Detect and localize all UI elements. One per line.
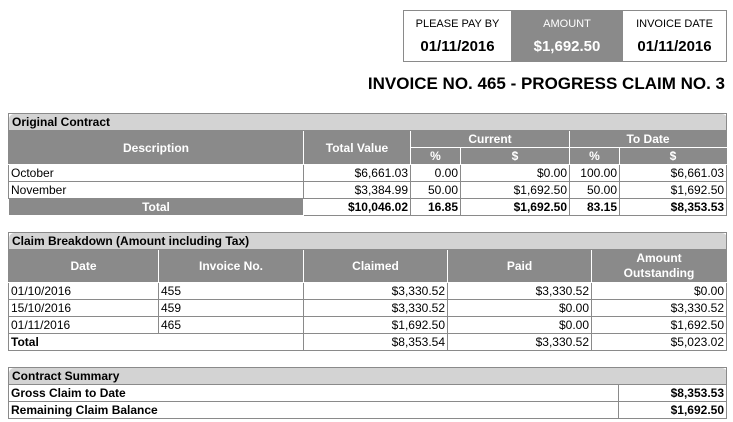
contract-summary-caption: Contract Summary xyxy=(8,367,727,385)
original-contract-caption: Original Contract xyxy=(7,113,728,131)
cell-total-value: $3,384.99 xyxy=(303,181,411,199)
total-current-pct: 16.85 xyxy=(410,198,461,216)
table-row: 01/11/2016 465 $1,692.50 $0.00 $1,692.50 xyxy=(8,316,727,334)
col-total-value: Total Value xyxy=(303,130,411,165)
total-claimed: $8,353.54 xyxy=(303,333,448,351)
total-paid: $3,330.52 xyxy=(447,333,592,351)
claim-breakdown-table: Claim Breakdown (Amount including Tax) D… xyxy=(8,232,727,351)
original-contract-table: Original Contract Description Total Valu… xyxy=(7,113,728,216)
total-row: Total $10,046.02 16.85 $1,692.50 83.15 $… xyxy=(8,198,728,216)
total-label: Total xyxy=(8,333,304,351)
payment-summary-box: PLEASE PAY BY 01/11/2016 AMOUNT $1,692.5… xyxy=(403,10,727,62)
col-current-pct: % xyxy=(410,147,461,165)
invoice-date-cell: INVOICE DATE 01/11/2016 xyxy=(623,11,726,61)
total-row: Total $8,353.54 $3,330.52 $5,023.02 xyxy=(8,333,727,351)
cell-to-date-pct: 50.00 xyxy=(569,181,620,199)
cell-claimed: $1,692.50 xyxy=(303,316,448,334)
col-invoice-no: Invoice No. xyxy=(158,249,304,283)
table-row: 15/10/2016 459 $3,330.52 $0.00 $3,330.52 xyxy=(8,299,727,317)
col-to-date-pct: % xyxy=(569,147,620,165)
gross-claim-label: Gross Claim to Date xyxy=(8,384,619,402)
cell-current-amt: $0.00 xyxy=(460,164,570,182)
cell-current-pct: 0.00 xyxy=(410,164,461,182)
total-to-date-amt: $8,353.53 xyxy=(618,198,728,216)
invoice-title: INVOICE NO. 465 - PROGRESS CLAIM NO. 3 xyxy=(367,74,725,93)
cell-outstanding: $3,330.52 xyxy=(591,299,727,317)
cell-date: 15/10/2016 xyxy=(8,299,159,317)
table-row: November $3,384.99 50.00 $1,692.50 50.00… xyxy=(8,181,728,199)
cell-total-value: $6,661.03 xyxy=(303,164,411,182)
cell-paid: $0.00 xyxy=(447,316,592,334)
col-current-amt: $ xyxy=(460,147,570,165)
cell-claimed: $3,330.52 xyxy=(303,282,448,300)
cell-to-date-amt: $1,692.50 xyxy=(618,181,728,199)
amount-value: $1,692.50 xyxy=(533,38,601,55)
col-amount-outstanding: Amount Outstanding xyxy=(591,249,727,283)
summary-row: Remaining Claim Balance $1,692.50 xyxy=(8,401,727,419)
cell-date: 01/11/2016 xyxy=(8,316,159,334)
cell-current-pct: 50.00 xyxy=(410,181,461,199)
col-claimed: Claimed xyxy=(303,249,448,283)
total-label: Total xyxy=(8,198,304,216)
total-outstanding: $5,023.02 xyxy=(591,333,727,351)
cell-paid: $3,330.52 xyxy=(447,282,592,300)
summary-row: Gross Claim to Date $8,353.53 xyxy=(8,384,727,402)
pay-by-label: PLEASE PAY BY xyxy=(415,18,500,30)
invoice-date-label: INVOICE DATE xyxy=(636,18,713,30)
cell-outstanding: $0.00 xyxy=(591,282,727,300)
remaining-balance-label: Remaining Claim Balance xyxy=(8,401,619,419)
cell-to-date-amt: $6,661.03 xyxy=(618,164,728,182)
remaining-balance-value: $1,692.50 xyxy=(618,401,727,419)
cell-date: 01/10/2016 xyxy=(8,282,159,300)
cell-paid: $0.00 xyxy=(447,299,592,317)
cell-description: October xyxy=(8,164,304,182)
cell-current-amt: $1,692.50 xyxy=(460,181,570,199)
claim-breakdown-caption: Claim Breakdown (Amount including Tax) xyxy=(8,232,727,250)
cell-outstanding: $1,692.50 xyxy=(591,316,727,334)
col-date: Date xyxy=(8,249,159,283)
total-to-date-pct: 83.15 xyxy=(569,198,620,216)
cell-invoice-no: 459 xyxy=(158,299,304,317)
col-amount-outstanding-line2: Outstanding xyxy=(623,266,695,280)
contract-summary-table: Contract Summary Gross Claim to Date $8,… xyxy=(8,367,727,419)
table-row: October $6,661.03 0.00 $0.00 100.00 $6,6… xyxy=(8,164,728,182)
cell-invoice-no: 455 xyxy=(158,282,304,300)
cell-to-date-pct: 100.00 xyxy=(569,164,620,182)
total-total-value: $10,046.02 xyxy=(303,198,411,216)
col-current: Current xyxy=(410,130,570,148)
cell-invoice-no: 465 xyxy=(158,316,304,334)
pay-by-cell: PLEASE PAY BY 01/11/2016 xyxy=(404,11,511,61)
col-to-date-amt: $ xyxy=(618,147,728,165)
table-row: 01/10/2016 455 $3,330.52 $3,330.52 $0.00 xyxy=(8,282,727,300)
col-to-date: To Date xyxy=(568,130,728,148)
col-paid: Paid xyxy=(447,249,592,283)
cell-description: November xyxy=(8,181,304,199)
col-description: Description xyxy=(8,130,304,165)
amount-cell: AMOUNT $1,692.50 xyxy=(511,11,623,61)
total-current-amt: $1,692.50 xyxy=(460,198,570,216)
pay-by-value: 01/11/2016 xyxy=(420,38,495,55)
cell-claimed: $3,330.52 xyxy=(303,299,448,317)
invoice-date-value: 01/11/2016 xyxy=(637,38,712,55)
gross-claim-value: $8,353.53 xyxy=(618,384,727,402)
col-amount-outstanding-line1: Amount xyxy=(636,251,682,265)
amount-label: AMOUNT xyxy=(543,18,591,30)
